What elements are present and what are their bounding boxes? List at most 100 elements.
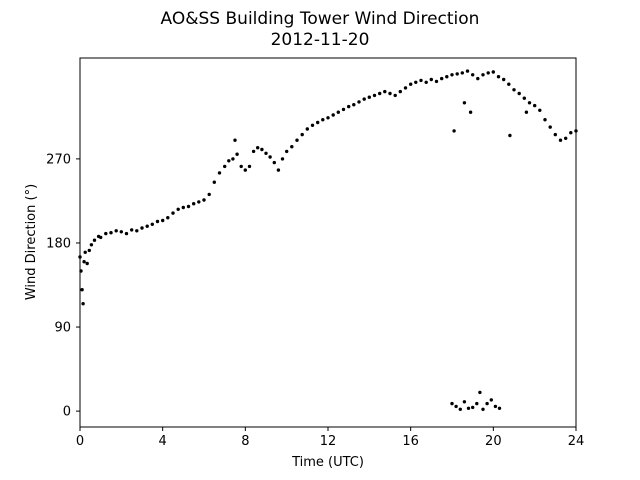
data-point bbox=[227, 159, 231, 163]
data-point bbox=[533, 103, 537, 108]
data-point bbox=[192, 202, 196, 206]
y-axis-label: Wind Direction (°) bbox=[24, 184, 39, 300]
data-point bbox=[82, 260, 86, 264]
data-point bbox=[85, 261, 89, 266]
data-point bbox=[161, 218, 165, 223]
data-point bbox=[300, 132, 304, 137]
data-point bbox=[357, 100, 361, 104]
data-point bbox=[460, 71, 464, 75]
data-point bbox=[276, 168, 281, 172]
data-point bbox=[171, 211, 175, 215]
data-point bbox=[181, 205, 185, 210]
data-point bbox=[450, 73, 454, 77]
data-point bbox=[574, 129, 578, 133]
data-point bbox=[378, 91, 382, 96]
data-point bbox=[341, 107, 346, 112]
data-point bbox=[478, 390, 482, 395]
data-point bbox=[507, 82, 511, 86]
data-point bbox=[347, 104, 351, 109]
x-tick-label: 4 bbox=[159, 434, 167, 449]
data-point bbox=[285, 149, 289, 154]
data-point bbox=[87, 248, 92, 253]
data-point bbox=[403, 86, 408, 90]
chart-subtitle: 2012-11-20 bbox=[271, 30, 370, 50]
data-point bbox=[140, 226, 144, 230]
data-point bbox=[92, 238, 97, 242]
data-point bbox=[462, 101, 467, 105]
y-axis-ticks: 0 90 180 270 bbox=[46, 152, 80, 420]
data-point bbox=[553, 132, 557, 137]
data-point bbox=[440, 76, 444, 81]
x-tick-label: 8 bbox=[241, 434, 249, 449]
data-point bbox=[393, 93, 397, 98]
data-point bbox=[251, 149, 256, 154]
data-point bbox=[388, 91, 392, 96]
data-point bbox=[465, 69, 470, 73]
data-point bbox=[109, 231, 113, 235]
data-point bbox=[468, 110, 473, 114]
x-tick-label: 20 bbox=[485, 434, 502, 449]
data-point bbox=[434, 79, 439, 84]
data-point bbox=[80, 288, 84, 292]
data-point bbox=[233, 138, 237, 142]
data-point bbox=[569, 131, 573, 135]
data-point bbox=[243, 168, 247, 172]
data-point bbox=[452, 129, 456, 133]
data-point bbox=[522, 96, 526, 100]
data-point bbox=[239, 164, 243, 169]
data-point bbox=[450, 401, 454, 406]
data-point bbox=[491, 70, 495, 74]
data-point bbox=[336, 110, 340, 114]
chart-title: AO&SS Building Tower Wind Direction bbox=[161, 9, 480, 29]
data-point bbox=[321, 118, 325, 122]
data-point bbox=[217, 171, 222, 175]
plot-area-frame bbox=[79, 57, 577, 428]
data-point bbox=[372, 93, 377, 98]
data-point bbox=[362, 97, 366, 101]
data-point bbox=[310, 123, 315, 128]
data-point bbox=[548, 125, 552, 129]
data-point bbox=[78, 255, 82, 259]
data-point bbox=[493, 404, 498, 409]
data-point bbox=[268, 155, 272, 159]
data-point bbox=[527, 101, 532, 105]
data-point bbox=[272, 160, 276, 165]
data-point bbox=[99, 235, 103, 240]
data-point bbox=[89, 243, 94, 247]
data-point bbox=[331, 113, 335, 117]
data-point bbox=[197, 200, 201, 204]
data-point bbox=[166, 216, 170, 220]
data-point bbox=[471, 73, 475, 77]
data-point bbox=[81, 302, 85, 306]
data-point bbox=[207, 192, 211, 197]
data-point bbox=[512, 88, 516, 92]
data-points bbox=[78, 69, 578, 411]
data-point bbox=[455, 72, 459, 76]
data-point bbox=[130, 228, 134, 232]
data-point bbox=[454, 404, 458, 409]
data-point bbox=[383, 89, 387, 94]
data-point bbox=[445, 75, 449, 79]
data-point bbox=[489, 398, 493, 402]
data-point bbox=[458, 407, 462, 411]
data-point bbox=[429, 77, 433, 82]
data-point bbox=[414, 80, 418, 85]
data-point bbox=[543, 118, 547, 122]
data-point bbox=[135, 229, 139, 233]
x-tick-label: 12 bbox=[320, 434, 337, 449]
data-point bbox=[79, 269, 83, 273]
data-point bbox=[502, 77, 506, 82]
data-point bbox=[524, 110, 529, 114]
data-point bbox=[476, 76, 480, 81]
data-point bbox=[145, 224, 149, 228]
x-tick-label: 16 bbox=[402, 434, 419, 449]
data-point bbox=[398, 89, 402, 94]
data-point bbox=[223, 164, 227, 169]
data-point bbox=[481, 407, 485, 411]
data-point bbox=[212, 180, 216, 184]
data-point bbox=[231, 157, 235, 161]
x-axis-label: Time (UTC) bbox=[291, 455, 364, 470]
y-tick-label: 270 bbox=[46, 152, 71, 167]
x-tick-label: 0 bbox=[76, 434, 84, 449]
